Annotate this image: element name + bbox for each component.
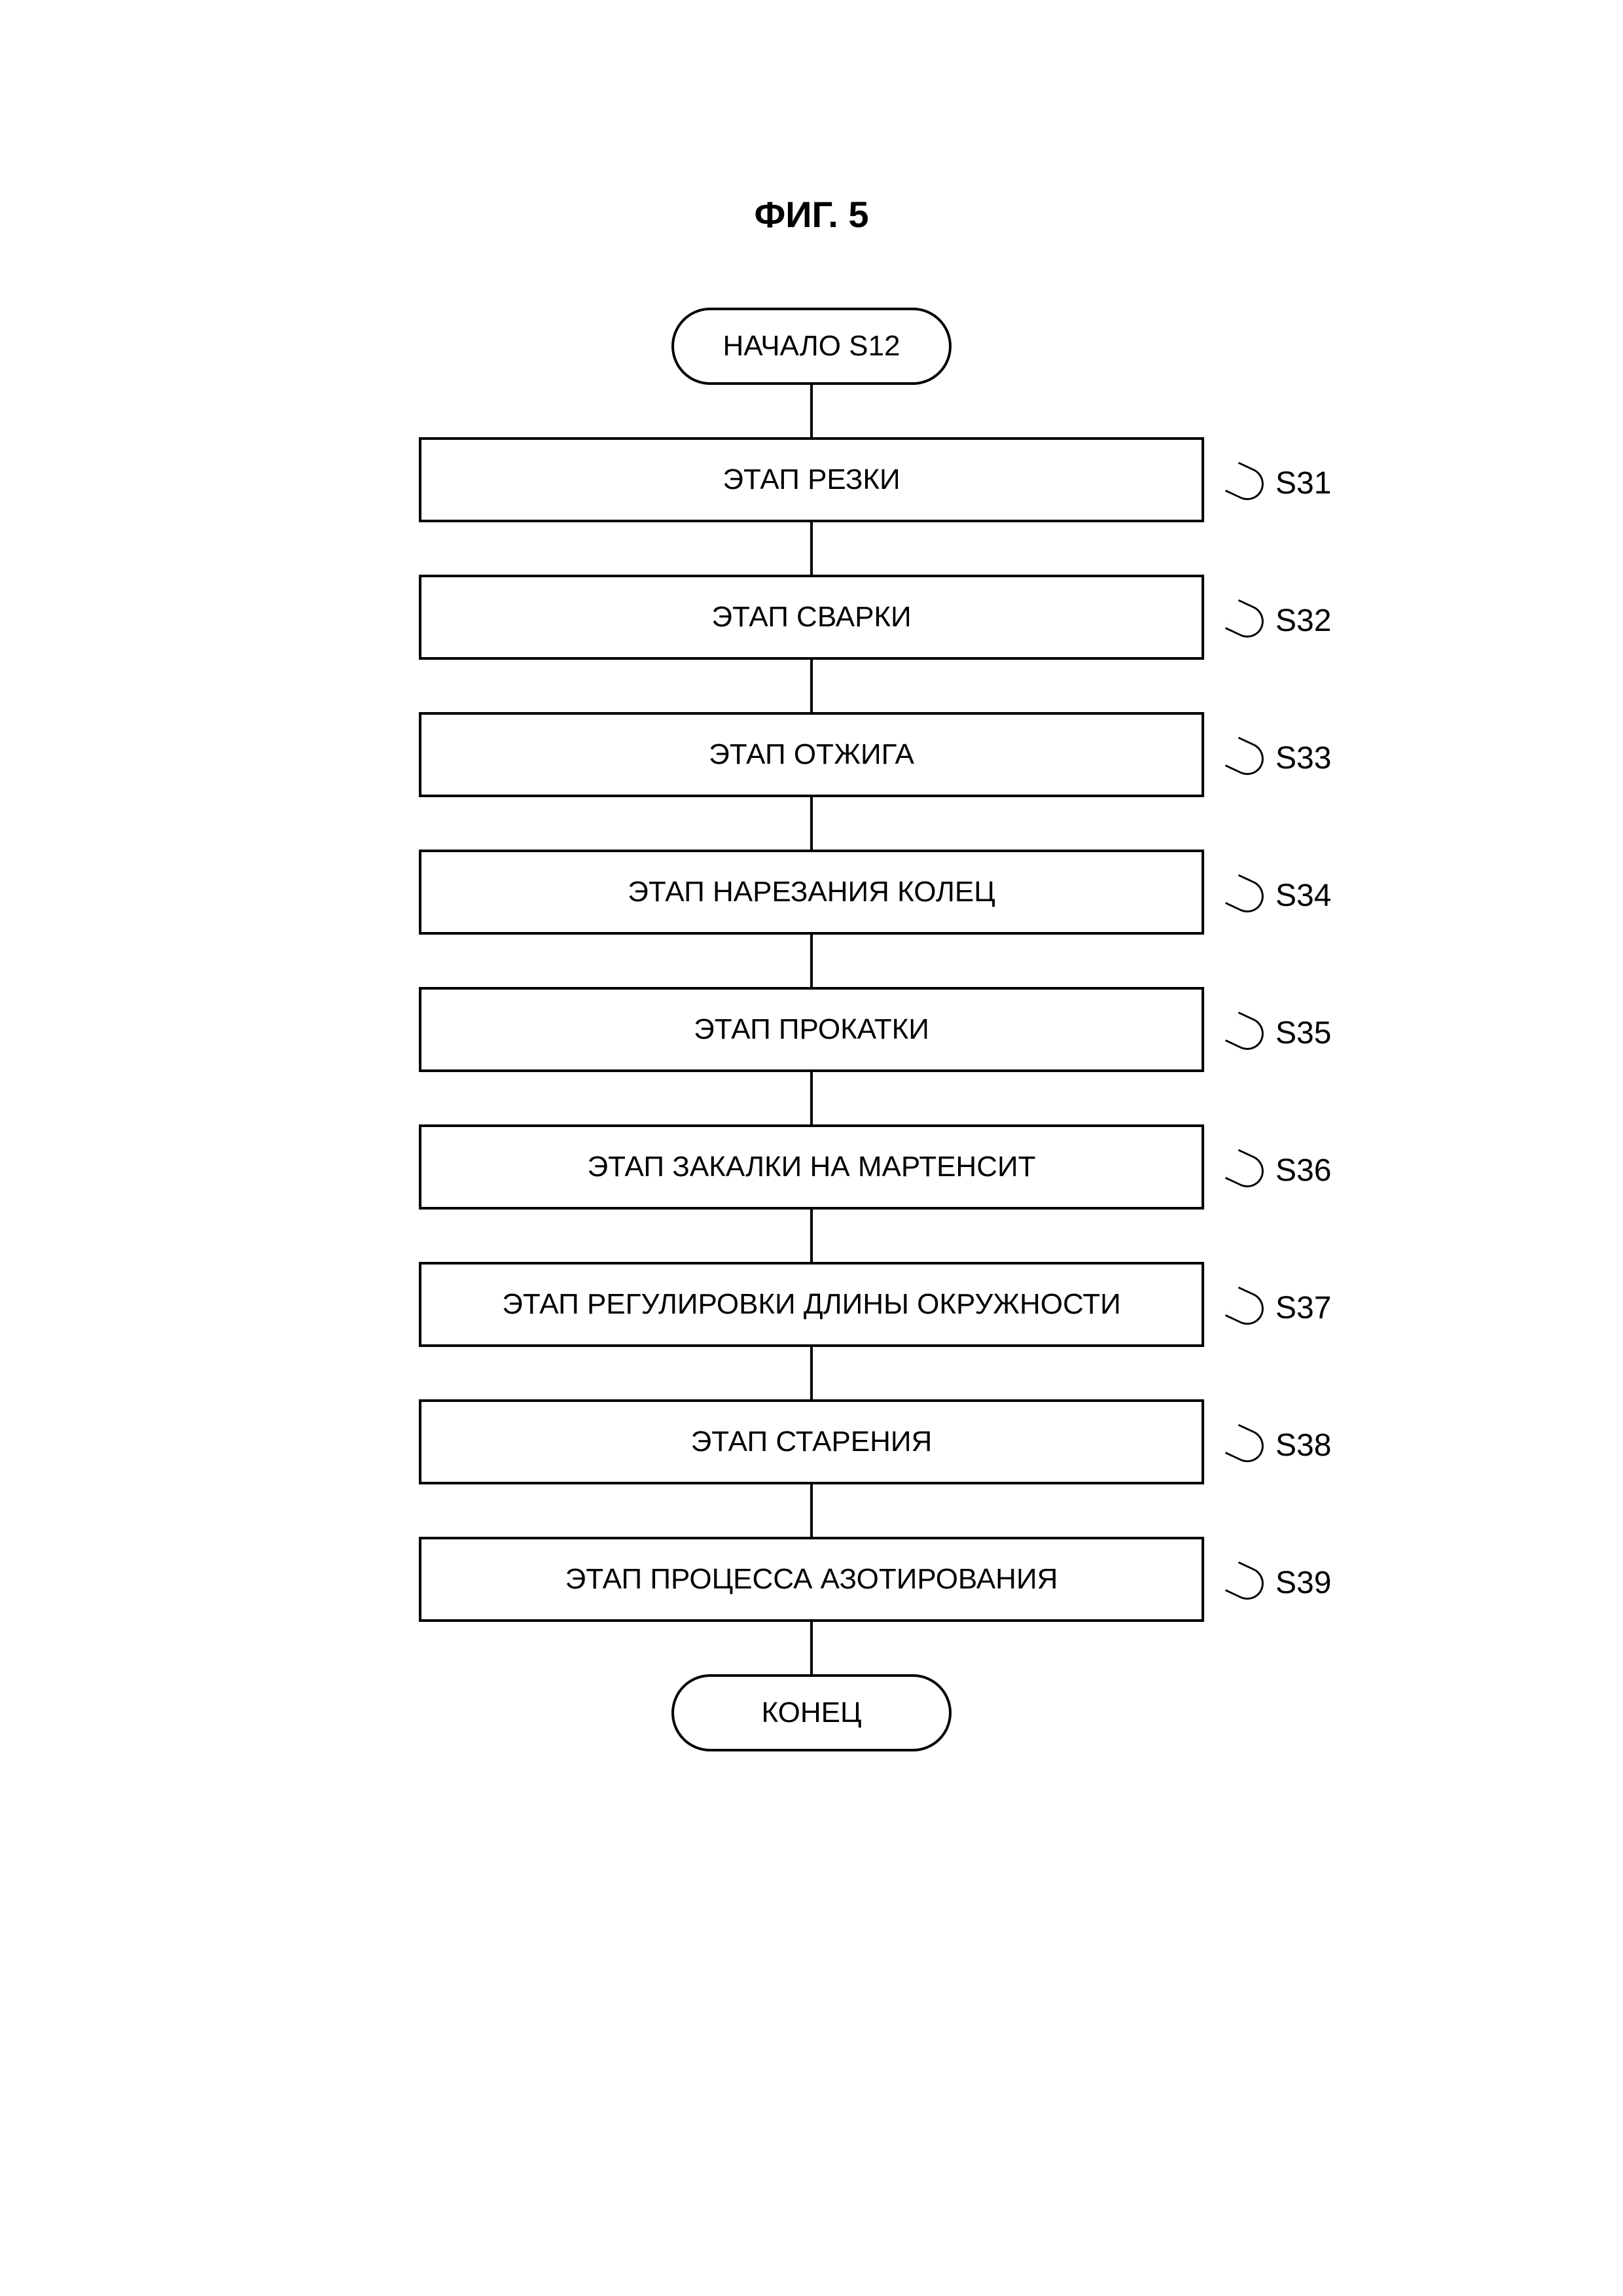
label-tick-icon [1225, 1424, 1269, 1467]
process-row: ЭТАП НАРЕЗАНИЯ КОЛЕЦS34 [419, 850, 1204, 935]
label-tick-icon [1225, 1286, 1269, 1330]
step-label: S36 [1275, 1153, 1331, 1189]
process-step-1: ЭТАП РЕЗКИ [419, 437, 1204, 522]
process-row: ЭТАП ПРОЦЕССА АЗОТИРОВАНИЯS39 [419, 1537, 1204, 1622]
step-label-wrap: S34 [1230, 878, 1331, 914]
process-row: ЭТАП РЕГУЛИРОВКИ ДЛИНЫ ОКРУЖНОСТИS37 [419, 1262, 1204, 1347]
process-row: ЭТАП ОТЖИГАS33 [419, 712, 1204, 797]
step-label: S32 [1275, 603, 1331, 639]
process-row: ЭТАП СТАРЕНИЯS38 [419, 1399, 1204, 1484]
step-label: S31 [1275, 465, 1331, 501]
step-label: S38 [1275, 1427, 1331, 1463]
label-tick-icon [1225, 1149, 1269, 1193]
terminator-end: КОНЕЦ [671, 1674, 952, 1751]
process-step-8: ЭТАП СТАРЕНИЯ [419, 1399, 1204, 1484]
process-row: ЭТАП РЕЗКИS31 [419, 437, 1204, 522]
step-label-wrap: S35 [1230, 1015, 1331, 1051]
process-row: ЭТАП СВАРКИS32 [419, 575, 1204, 660]
connector [810, 522, 813, 575]
step-label-wrap: S37 [1230, 1290, 1331, 1326]
label-tick-icon [1225, 1561, 1269, 1605]
connector [810, 1347, 813, 1399]
step-label: S37 [1275, 1290, 1331, 1326]
step-label-wrap: S31 [1230, 465, 1331, 501]
process-step-5: ЭТАП ПРОКАТКИ [419, 987, 1204, 1072]
label-tick-icon [1225, 599, 1269, 643]
step-label-wrap: S36 [1230, 1153, 1331, 1189]
step-label: S35 [1275, 1015, 1331, 1051]
flowchart: НАЧАЛО S12ЭТАП РЕЗКИS31ЭТАП СВАРКИS32ЭТА… [0, 308, 1623, 1751]
connector [810, 660, 813, 712]
terminator-start: НАЧАЛО S12 [671, 308, 952, 385]
figure-title: ФИГ. 5 [0, 193, 1623, 236]
connector [810, 1210, 813, 1262]
process-row: ЭТАП ЗАКАЛКИ НА МАРТЕНСИТS36 [419, 1124, 1204, 1210]
connector [810, 1072, 813, 1124]
step-label: S34 [1275, 878, 1331, 914]
process-step-9: ЭТАП ПРОЦЕССА АЗОТИРОВАНИЯ [419, 1537, 1204, 1622]
step-label: S39 [1275, 1565, 1331, 1601]
label-tick-icon [1225, 461, 1269, 505]
label-tick-icon [1225, 1011, 1269, 1055]
step-label-wrap: S39 [1230, 1565, 1331, 1601]
process-step-4: ЭТАП НАРЕЗАНИЯ КОЛЕЦ [419, 850, 1204, 935]
step-label-wrap: S32 [1230, 603, 1331, 639]
connector [810, 1622, 813, 1674]
step-label: S33 [1275, 740, 1331, 776]
process-step-7: ЭТАП РЕГУЛИРОВКИ ДЛИНЫ ОКРУЖНОСТИ [419, 1262, 1204, 1347]
connector [810, 935, 813, 987]
process-step-6: ЭТАП ЗАКАЛКИ НА МАРТЕНСИТ [419, 1124, 1204, 1210]
connector [810, 1484, 813, 1537]
process-row: ЭТАП ПРОКАТКИS35 [419, 987, 1204, 1072]
step-label-wrap: S38 [1230, 1427, 1331, 1463]
process-step-3: ЭТАП ОТЖИГА [419, 712, 1204, 797]
label-tick-icon [1225, 736, 1269, 780]
step-label-wrap: S33 [1230, 740, 1331, 776]
page: ФИГ. 5 НАЧАЛО S12ЭТАП РЕЗКИS31ЭТАП СВАРК… [0, 0, 1623, 2296]
connector [810, 797, 813, 850]
process-step-2: ЭТАП СВАРКИ [419, 575, 1204, 660]
label-tick-icon [1225, 874, 1269, 918]
connector [810, 385, 813, 437]
